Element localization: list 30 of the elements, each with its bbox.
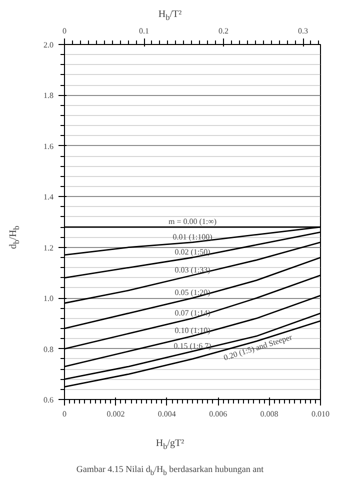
y-tick-label: 1.2 — [44, 243, 54, 252]
y-tick-label: 1.6 — [44, 142, 54, 151]
series-label: 0.02 (1:50) — [174, 248, 211, 256]
x-tick-label: 0.006 — [209, 410, 228, 418]
y-tick-label: 0.8 — [44, 344, 54, 354]
x-tick-label: 0 — [62, 410, 66, 418]
series-label: 0.15 (1:6.7) — [174, 341, 212, 350]
series-label: 0.03 (1:33) — [174, 265, 211, 274]
y-tick-label: 2.0 — [44, 40, 54, 50]
series-label: 0.10 (1:10) — [174, 326, 211, 336]
x-axis-title: H$_{b}$/gT² — [154, 437, 186, 453]
series-label: m = 0.00 (1:∞) — [168, 217, 217, 226]
x2-tick-label: 0.2 — [218, 26, 229, 36]
series-label: 0.07 (1:14) — [174, 308, 211, 318]
x2-axis-title: H$_{b}$/T² — [157, 8, 183, 24]
text: Gambar 4.15 Nilai d$_{b}$/H$_{b}$ berdasarkan hubungan ant — [75, 463, 265, 478]
y-tick-label: 1.8 — [44, 91, 54, 100]
x-tick-label: 0.004 — [158, 410, 176, 418]
x-tick-label: 0.010 — [312, 410, 330, 418]
y-tick-label: 0.6 — [44, 396, 54, 404]
y-tick-label: 1.4 — [44, 192, 54, 202]
series-label: 0.01 (1:100) — [172, 232, 213, 242]
x2-tick-label: 0.3 — [298, 26, 308, 36]
text: 0.20 (1:5) and Steeper — [222, 332, 294, 362]
x-tick-label: 0.002 — [106, 410, 125, 418]
y-tick-label: 1.0 — [44, 294, 54, 304]
x2-tick-label: 0.1 — [139, 26, 150, 36]
x-tick-label: 0.008 — [260, 410, 278, 418]
x2-tick-label: 0 — [62, 26, 66, 36]
series-label: 0.05 (1:20) — [174, 288, 211, 298]
